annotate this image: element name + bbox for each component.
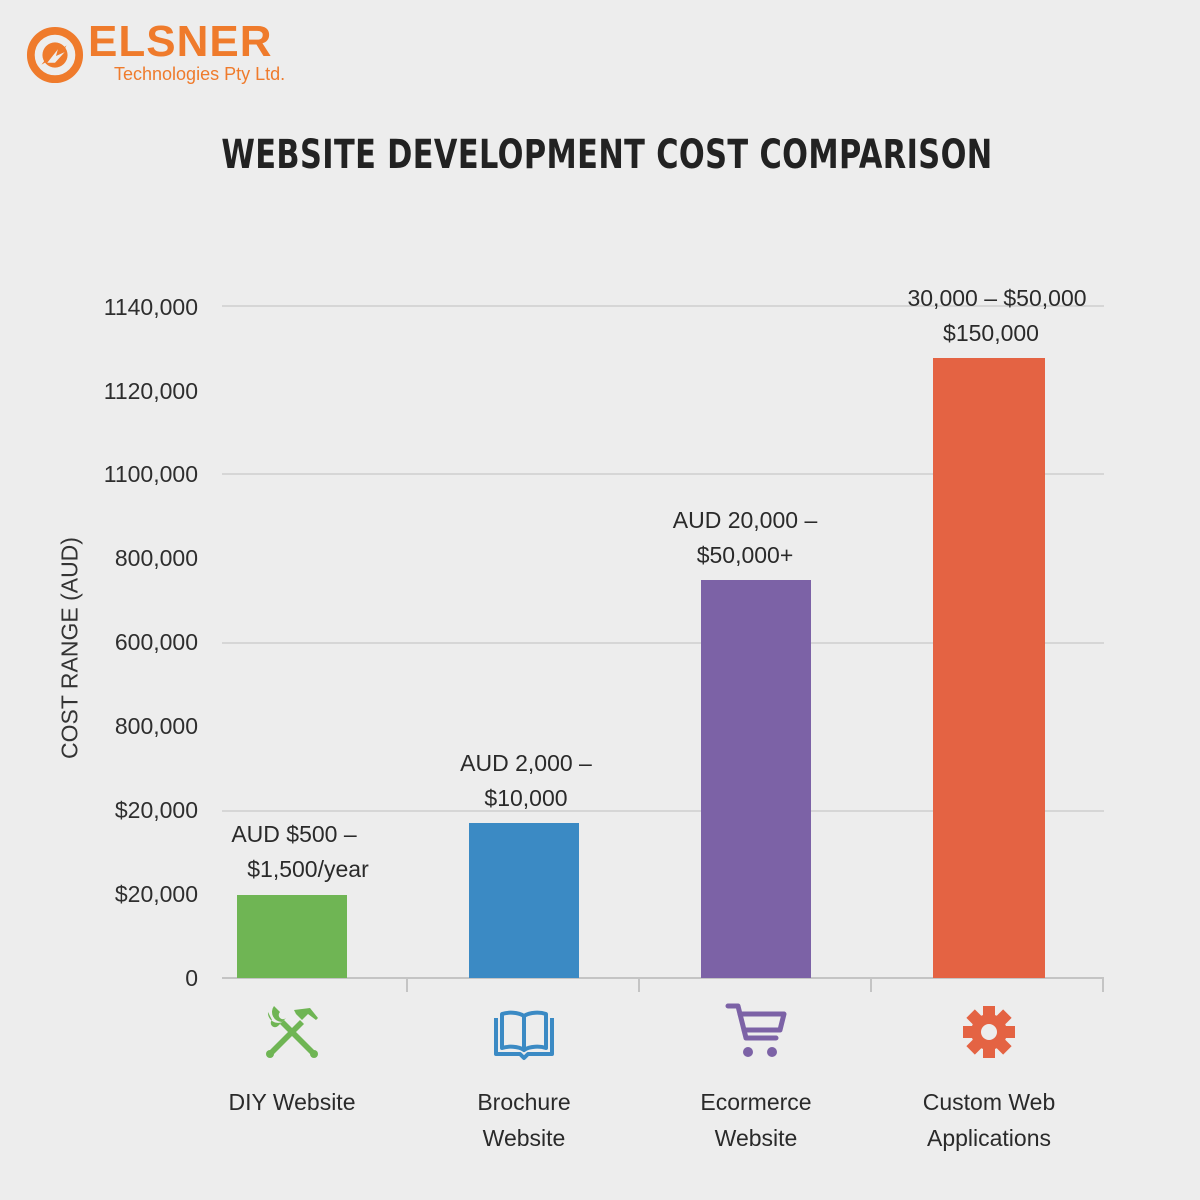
bar-data-label-custom: 30,000 – $50,000 $150,000 [867, 281, 1127, 351]
y-tick-label: $20,000 [114, 797, 198, 823]
data-label-line: AUD $500 – [231, 821, 357, 847]
x-axis-tick [870, 978, 872, 992]
y-tick-label: 800,000 [114, 713, 198, 739]
category-label-line: Brochure [477, 1089, 571, 1115]
data-label-line: 30,000 – $50,000 [907, 285, 1087, 311]
x-axis-tick [406, 978, 408, 992]
brand-logo: ELSNER Technologies Pty Ltd. [26, 17, 306, 86]
category-label-line: Ecormerce [700, 1089, 812, 1115]
y-tick-label: $20,000 [114, 881, 198, 907]
y-tick-label: 600,000 [114, 629, 198, 655]
bar-data-label-brochure: AUD 2,000 – $10,000 [396, 746, 656, 816]
y-tick-label: 1140,000 [103, 294, 198, 320]
category-label: Custom Web Applications [873, 1084, 1105, 1156]
data-label-line: $150,000 [943, 320, 1039, 346]
open-book-icon [494, 1010, 554, 1060]
category-label-line: Applications [926, 1125, 1052, 1151]
category-label-line: Website [482, 1125, 566, 1151]
data-label-line: $10,000 [484, 785, 568, 811]
y-tick-label: 1100,000 [103, 461, 198, 487]
category-label-line: DIY Website [228, 1089, 356, 1115]
bar-data-label-ecommerce: AUD 20,000 – $50,000+ [615, 503, 875, 573]
y-tick-label: 800,000 [114, 545, 198, 571]
bar-data-label-diy: AUD $500 – $1,500/year [164, 817, 424, 887]
x-axis-tick [638, 978, 640, 992]
category-label-line: Custom Web [922, 1089, 1056, 1115]
bar-brochure-website [469, 823, 579, 978]
y-tick-label: 0 [185, 965, 198, 991]
bar-custom-web-applications [933, 358, 1045, 978]
x-axis-tick [1102, 978, 1104, 992]
tools-icon [266, 1006, 318, 1058]
shopping-cart-icon [725, 1003, 787, 1057]
category-label: Brochure Website [408, 1084, 640, 1156]
y-tick-label: 1120,000 [103, 378, 198, 404]
data-label-line: $50,000+ [696, 542, 794, 568]
gridline [222, 810, 1104, 812]
category-label: Ecormerce Website [640, 1084, 872, 1156]
data-label-line: AUD 20,000 – [672, 507, 818, 533]
category-custom-web-applications: Custom Web Applications [873, 1000, 1105, 1156]
category-label-line: Website [714, 1125, 798, 1151]
data-label-line: $1,500/year [247, 856, 369, 882]
chart-title: WEBSITE DEVELOPMENT COST COMPARISON [221, 132, 993, 178]
x-axis-line [222, 977, 1104, 979]
bar-ecommerce-website [701, 580, 811, 978]
brand-name: ELSNER [88, 17, 273, 66]
category-diy-website: DIY Website [176, 1000, 408, 1120]
bar-diy-website [237, 895, 347, 978]
gridline [222, 642, 1104, 644]
gridline [222, 305, 1104, 307]
category-label: DIY Website [176, 1084, 408, 1120]
gear-icon [963, 1006, 1015, 1058]
gridline [222, 473, 1104, 475]
category-ecommerce-website: Ecormerce Website [640, 1000, 872, 1156]
y-axis-label: COST RANGE (AUD) [56, 537, 83, 759]
category-brochure-website: Brochure Website [408, 1000, 640, 1156]
brand-subtitle: Technologies Pty Ltd. [114, 64, 286, 84]
data-label-line: AUD 2,000 – [460, 750, 592, 776]
elsner-logo-icon [26, 26, 84, 84]
